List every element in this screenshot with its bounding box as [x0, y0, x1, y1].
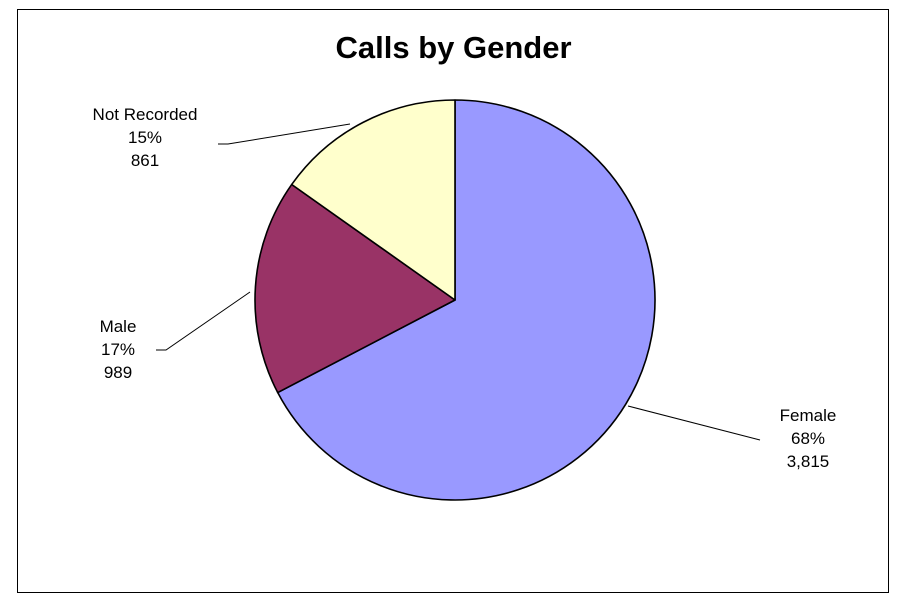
- data-label-value-male: 989: [104, 363, 132, 382]
- leader-lines: [156, 123, 761, 441]
- leader-line-not-recorded: [218, 123, 351, 145]
- pie-slice-male: [254, 183, 456, 394]
- data-label-name-female: Female: [780, 406, 837, 425]
- data-label-name-not-recorded: Not Recorded: [93, 105, 198, 124]
- chart-title: Calls by Gender: [335, 30, 572, 65]
- data-label-name-male: Male: [100, 317, 137, 336]
- data-label-percent-female: 68%: [791, 429, 825, 448]
- pie-slices: [254, 99, 656, 501]
- leader-line-male: [156, 291, 251, 351]
- pie-slice-female: [276, 99, 656, 501]
- data-label-value-female: 3,815: [787, 452, 830, 471]
- pie-slice-not-recorded: [290, 99, 456, 301]
- data-labels: Female 68% 3,815 Male 17% 989 Not Recorded 15% 8…: [93, 105, 837, 471]
- data-label-percent-not-recorded: 15%: [128, 128, 162, 147]
- data-label-value-not-recorded: 861: [131, 151, 159, 170]
- data-label-percent-male: 17%: [101, 340, 135, 359]
- leader-line-female: [627, 405, 761, 441]
